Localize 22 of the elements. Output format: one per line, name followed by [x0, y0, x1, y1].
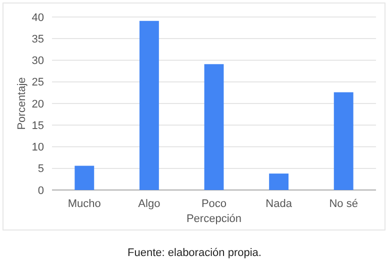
y-tick-label: 5 [38, 163, 44, 176]
y-tick-label: 0 [38, 184, 44, 197]
y-tick-label: 40 [32, 12, 44, 24]
x-tick-label: Nada [266, 198, 293, 210]
x-tick-label: No sé [329, 198, 358, 210]
x-axis-title: Percepción [186, 213, 242, 225]
x-tick-label: Mucho [68, 198, 101, 210]
bar [269, 174, 289, 190]
y-tick-label: 25 [32, 76, 44, 89]
y-tick-label: 30 [32, 55, 44, 68]
y-tick-label: 20 [32, 98, 44, 110]
y-tick-label: 10 [32, 142, 44, 154]
bar [74, 166, 94, 190]
source-note: Fuente: elaboración propia. [128, 247, 262, 259]
bar [204, 64, 224, 190]
bar [139, 20, 159, 190]
bar [334, 92, 354, 190]
y-axis-title: Porcentaje [16, 77, 28, 130]
x-tick-label: Algo [138, 198, 160, 210]
y-tick-label: 15 [32, 120, 44, 132]
y-tick-label: 35 [32, 33, 44, 46]
x-tick-label: Poco [201, 198, 227, 210]
